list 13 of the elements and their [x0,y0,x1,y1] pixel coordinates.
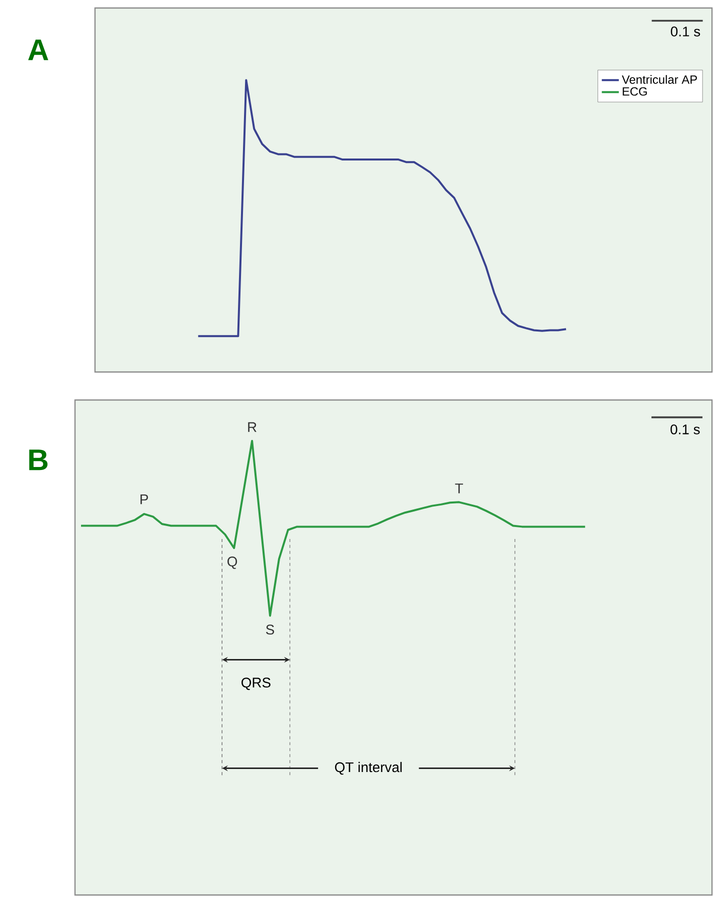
annotation: T [455,484,464,494]
annotation: Q [227,556,238,569]
chart-title: A [28,40,48,60]
text: R [248,422,256,432]
legend-label: Ventricular AP [622,75,697,84]
annotation: QT interval [335,762,402,775]
text: ECG [622,87,647,96]
text: 0.1 s [670,26,700,36]
annotation: P [140,494,148,504]
annotation: QRS [242,678,270,690]
text: 0.1 s [670,424,700,434]
annotation: S [266,624,274,635]
chart-title: B [29,450,48,470]
